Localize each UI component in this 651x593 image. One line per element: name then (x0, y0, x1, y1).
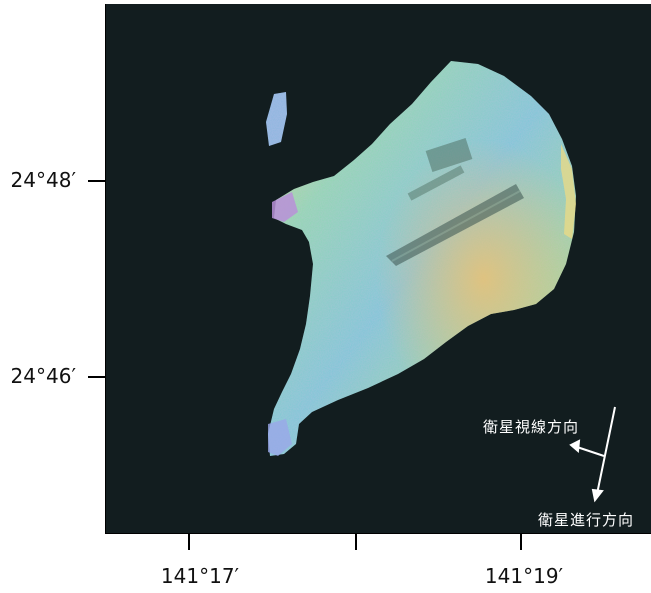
y-tick-label: 24°46′ (10, 364, 76, 388)
island-map-graphic (266, 61, 616, 503)
runway-feature (386, 184, 524, 266)
satellite-direction-arrows (569, 406, 616, 503)
y-tick-label: 24°48′ (10, 168, 76, 192)
flight-direction-label: 衛星進行方向 (538, 511, 635, 529)
line-of-sight-label: 衛星視線方向 (483, 418, 580, 436)
y-tick (88, 180, 105, 182)
islet-shape (266, 92, 287, 146)
y-tick (88, 376, 105, 378)
x-tick (520, 534, 522, 550)
x-axis-line (105, 533, 651, 534)
sar-interferogram-map: 衛星視線方向 衛星進行方向 (106, 4, 651, 534)
y-axis-line (105, 4, 106, 534)
x-tick-label: 141°19′ (484, 564, 564, 588)
x-tick-label: 141°17′ (160, 564, 240, 588)
flight-direction-arrow (596, 406, 616, 495)
x-tick (188, 534, 190, 550)
x-tick (355, 534, 357, 550)
